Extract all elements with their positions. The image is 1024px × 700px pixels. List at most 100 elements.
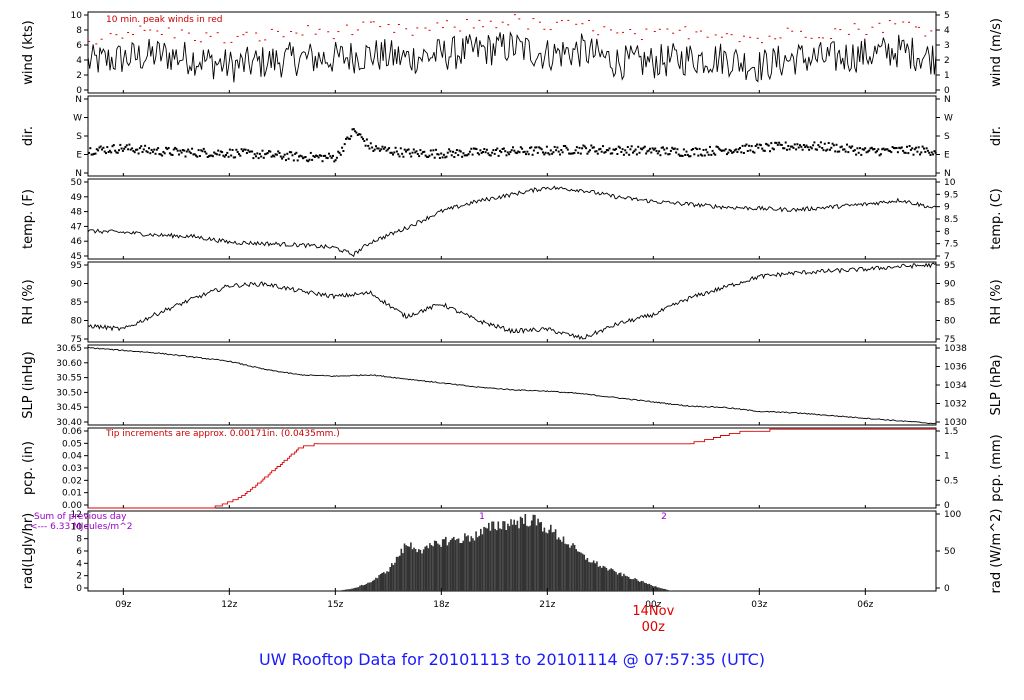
dir-point — [285, 159, 287, 162]
dir-point — [872, 148, 875, 151]
series-wind — [87, 14, 937, 83]
peak-wind-point — [622, 31, 624, 33]
dir-point — [398, 155, 401, 158]
rad-bar — [341, 590, 344, 591]
dir-point — [809, 146, 812, 149]
dir-point — [506, 151, 509, 154]
dir-point — [921, 145, 924, 148]
dir-point — [192, 153, 195, 156]
rad-bar — [426, 545, 428, 591]
dir-point — [205, 152, 208, 155]
dir-point — [694, 147, 697, 150]
y2tick-label-rad: 50 — [944, 547, 956, 557]
peak-wind-point — [332, 38, 335, 40]
dir-point — [861, 148, 864, 151]
rad-bar — [392, 565, 395, 591]
dir-point — [377, 147, 380, 150]
peak-wind-point — [653, 31, 656, 32]
peak-wind-point — [774, 38, 777, 40]
rad-bar — [551, 532, 554, 591]
dir-point — [155, 148, 158, 151]
dir-point — [303, 156, 306, 159]
dir-point — [876, 150, 878, 153]
dir-point — [463, 154, 466, 157]
ytick-label-slp: 30.45 — [56, 403, 82, 413]
dir-point — [424, 154, 427, 157]
rad-bar — [403, 543, 406, 591]
dir-point — [629, 148, 632, 151]
dir-point — [163, 152, 166, 155]
dir-point — [549, 149, 552, 152]
rad-bar — [454, 540, 457, 591]
rad-bar — [513, 519, 515, 591]
dir-point — [395, 150, 398, 153]
dir-point — [613, 148, 616, 151]
dir-point — [355, 131, 358, 134]
dir-point — [265, 152, 268, 155]
dir-point — [90, 153, 93, 156]
dir-point — [170, 153, 173, 156]
rad-bar — [416, 552, 418, 591]
dir-point — [810, 147, 813, 150]
y2tick-label-wind: 4 — [944, 26, 950, 36]
rad-bar — [375, 577, 377, 591]
dir-point — [200, 149, 203, 152]
dir-point — [565, 146, 568, 149]
peak-wind-point — [567, 19, 570, 21]
peak-wind-point — [156, 30, 159, 32]
dir-point — [642, 146, 645, 149]
rad-bar — [604, 566, 606, 591]
dir-point — [348, 137, 351, 140]
dir-point — [392, 153, 394, 156]
peak-wind-point — [282, 36, 285, 38]
dir-point — [868, 149, 871, 152]
dir-point — [559, 153, 561, 156]
dir-point — [916, 150, 919, 153]
dir-point — [911, 147, 914, 150]
dir-point — [102, 146, 105, 149]
rad-bar — [527, 526, 530, 591]
dir-point — [230, 154, 233, 157]
dir-point — [628, 153, 631, 156]
dir-point — [175, 147, 178, 150]
rad-bar — [448, 542, 450, 591]
y2tick-label-temp: 8 — [944, 227, 950, 237]
dir-point — [662, 146, 664, 149]
y2tick-label-temp: 8.5 — [944, 215, 958, 225]
rad-bar — [653, 586, 655, 591]
dir-point — [757, 146, 760, 149]
rad-bar — [542, 531, 544, 591]
rad-bar — [352, 588, 355, 591]
dir-point — [508, 153, 511, 156]
dir-point — [829, 148, 831, 151]
dir-point — [307, 160, 310, 163]
y2tick-label-rh: 90 — [944, 280, 956, 290]
peak-wind-point — [397, 24, 400, 25]
rad-bar — [594, 563, 597, 591]
peak-wind-point — [720, 36, 723, 38]
rad-bar — [570, 545, 573, 591]
dir-point — [425, 155, 428, 158]
dir-point — [812, 144, 815, 147]
rad-bar — [521, 517, 523, 591]
peak-wind-point — [318, 28, 321, 30]
dir-point — [638, 151, 641, 154]
dir-point — [823, 142, 826, 145]
dir-point — [188, 150, 191, 153]
peak-wind-point — [847, 33, 850, 35]
dir-point — [140, 145, 143, 148]
dir-point — [373, 148, 376, 151]
dir-point — [830, 146, 833, 149]
dir-point — [686, 153, 689, 156]
dir-point — [235, 148, 238, 151]
rad-bar — [632, 579, 635, 591]
dir-point — [832, 144, 835, 147]
peak-wind-point — [714, 34, 717, 36]
dir-point — [532, 149, 535, 152]
rad-bar — [411, 549, 414, 591]
dir-point — [206, 156, 209, 158]
peak-wind-point — [800, 30, 802, 32]
peak-wind-point — [132, 34, 134, 35]
ytick-label-rad: 4 — [76, 559, 82, 569]
